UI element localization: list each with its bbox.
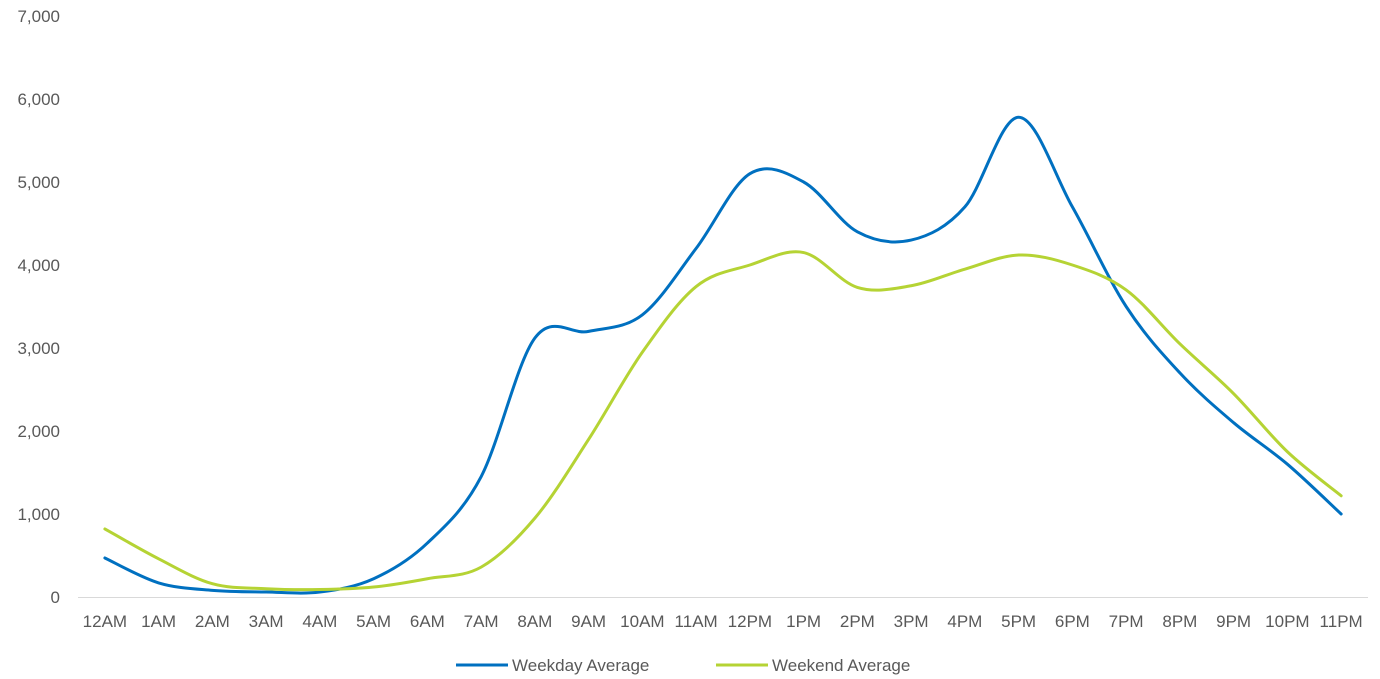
x-tick-label: 1PM bbox=[786, 612, 821, 631]
x-tick-label: 10AM bbox=[620, 612, 664, 631]
x-tick-label: 1AM bbox=[141, 612, 176, 631]
y-tick-label: 7,000 bbox=[17, 7, 60, 26]
y-tick-label: 0 bbox=[51, 588, 60, 607]
x-tick-label: 11PM bbox=[1320, 612, 1363, 631]
series-line-weekend bbox=[103, 250, 1343, 592]
x-tick-label: 8AM bbox=[517, 612, 552, 631]
y-axis: 0 1,000 2,000 3,000 4,000 5,000 6,000 7,000 bbox=[17, 7, 60, 607]
y-tick-label: 5,000 bbox=[17, 173, 60, 192]
y-tick-label: 2,000 bbox=[17, 422, 60, 441]
x-tick-label: 6AM bbox=[410, 612, 445, 631]
x-tick-label: 2PM bbox=[840, 612, 875, 631]
y-tick-label: 4,000 bbox=[17, 256, 60, 275]
y-tick-label: 3,000 bbox=[17, 339, 60, 358]
x-tick-label: 4PM bbox=[947, 612, 982, 631]
series-layer bbox=[103, 115, 1343, 595]
x-tick-label: 5PM bbox=[1001, 612, 1036, 631]
x-axis: 12AM 1AM 2AM 3AM 4AM 5AM 6AM 7AM 8AM 9AM 10AM 11AM 1… bbox=[83, 612, 1363, 631]
x-tick-label: 9PM bbox=[1216, 612, 1251, 631]
x-tick-label: 6PM bbox=[1055, 612, 1090, 631]
y-tick-label: 6,000 bbox=[17, 90, 60, 109]
x-tick-label: 7PM bbox=[1109, 612, 1144, 631]
x-tick-label: 8PM bbox=[1162, 612, 1197, 631]
x-tick-label: 9AM bbox=[571, 612, 606, 631]
series-line-weekday bbox=[103, 115, 1343, 595]
y-tick-label: 1,000 bbox=[17, 505, 60, 524]
legend-label: Weekend Average bbox=[772, 656, 910, 675]
x-tick-label: 4AM bbox=[302, 612, 337, 631]
x-tick-label: 5AM bbox=[356, 612, 391, 631]
x-tick-label: 3AM bbox=[249, 612, 284, 631]
legend: Weekday Average Weekend Average bbox=[456, 656, 910, 675]
x-tick-label: 11AM bbox=[675, 612, 718, 631]
x-tick-label: 3PM bbox=[894, 612, 929, 631]
x-tick-label: 7AM bbox=[464, 612, 499, 631]
x-tick-label: 12PM bbox=[728, 612, 772, 631]
x-tick-label: 2AM bbox=[195, 612, 230, 631]
x-tick-label: 10PM bbox=[1265, 612, 1309, 631]
x-tick-label: 12AM bbox=[83, 612, 127, 631]
legend-label: Weekday Average bbox=[512, 656, 649, 675]
